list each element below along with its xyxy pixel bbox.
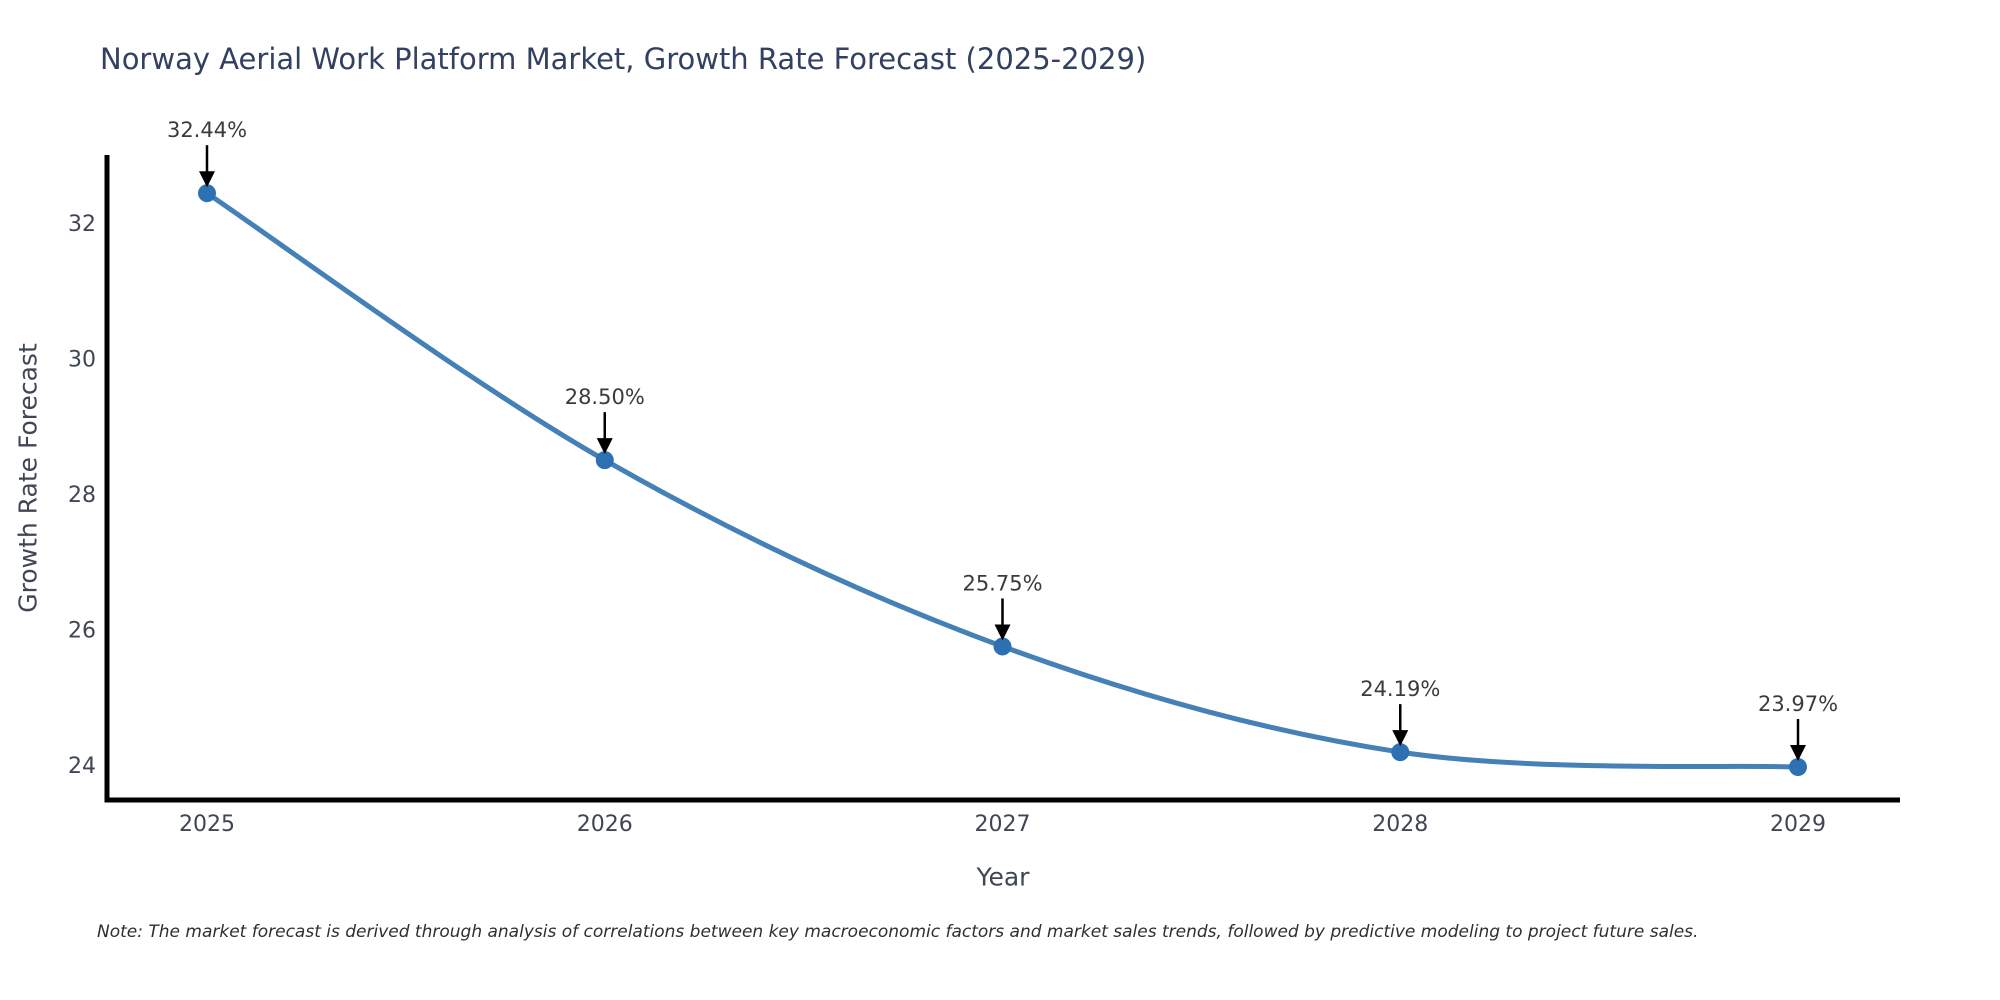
chart-title: Norway Aerial Work Platform Market, Grow…: [100, 42, 1147, 76]
y-axis-label: Growth Rate Forecast: [13, 343, 43, 613]
annotation-arrowhead-2027: [994, 624, 1011, 641]
x-tick-label-2027: 2027: [975, 812, 1031, 837]
annotation-arrowhead-2026: [596, 438, 613, 455]
x-tick-label-2028: 2028: [1372, 812, 1428, 837]
y-tick-label-28: 28: [68, 483, 96, 508]
x-tick-label-2025: 2025: [179, 812, 235, 837]
annotation-label-2027: 25.75%: [962, 571, 1042, 595]
annotation-label-2028: 24.19%: [1360, 677, 1440, 701]
x-axis-label: Year: [976, 862, 1030, 892]
line-series: [204, 190, 1801, 770]
annotation-label-2025: 32.44%: [167, 118, 247, 142]
data-point-marker-2025: [198, 184, 216, 203]
y-tick-label-30: 30: [68, 348, 96, 373]
x-tick-label-2029: 2029: [1770, 812, 1826, 837]
annotation-arrowhead-2029: [1790, 745, 1806, 762]
data-point-marker-2027: [993, 637, 1012, 656]
annotation-arrowhead-2028: [1392, 730, 1409, 747]
data-point-marker-2028: [1391, 743, 1410, 762]
x-tick-label-2026: 2026: [577, 812, 633, 837]
annotation-label-2026: 28.50%: [565, 385, 645, 409]
data-point-marker-2029: [1789, 758, 1807, 777]
y-tick-label-26: 26: [68, 619, 96, 644]
footnote: Note: The market forecast is derived thr…: [97, 922, 1699, 942]
data-point-marker-2026: [595, 451, 614, 470]
annotation-arrowhead-2025: [199, 171, 215, 188]
y-tick-label-32: 32: [68, 212, 96, 237]
annotation-label-2029: 23.97%: [1758, 692, 1838, 716]
y-tick-label-24: 24: [68, 754, 96, 779]
